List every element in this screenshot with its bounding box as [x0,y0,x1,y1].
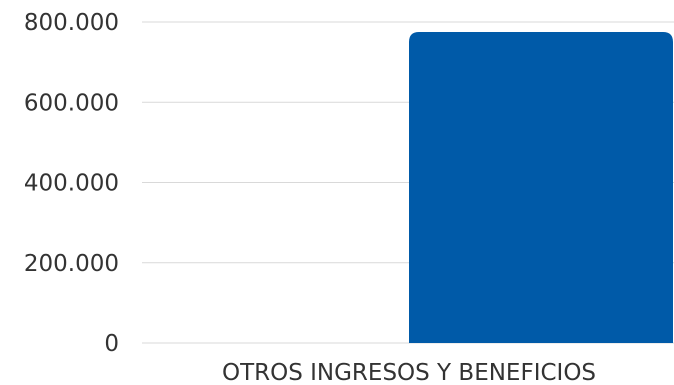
x-axis: OTROS INGRESOS Y BENEFICIOS [222,360,596,385]
y-tick-label: 800.000 [24,10,119,36]
y-tick-label: 200.000 [24,251,119,277]
bars [409,32,673,343]
x-category-label: OTROS INGRESOS Y BENEFICIOS [222,360,596,385]
y-tick-label: 600.000 [24,90,119,116]
y-tick-label: 400.000 [24,171,119,197]
bar [409,32,673,343]
y-axis: 0 200.000 400.000 600.000 800.000 [24,10,119,357]
y-tick-label: 0 [104,331,119,357]
